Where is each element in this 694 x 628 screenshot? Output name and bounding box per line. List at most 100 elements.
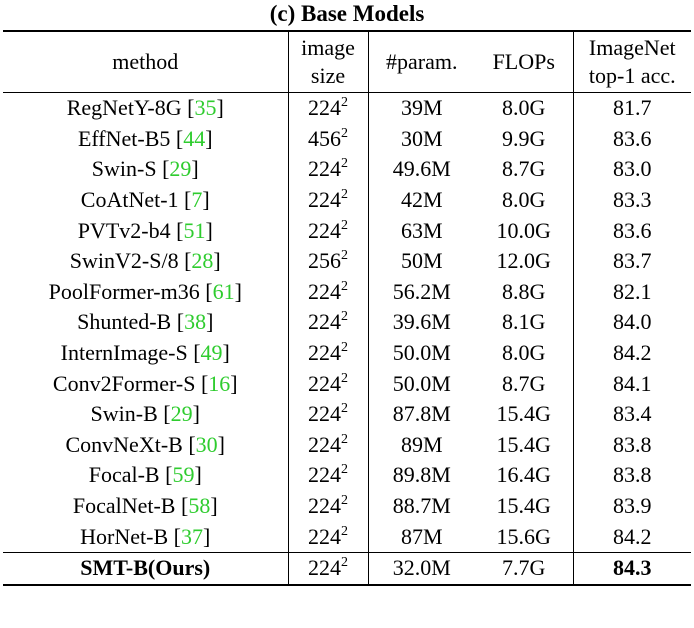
method-cell: Conv2Former-S [16]	[3, 368, 289, 399]
citation-link[interactable]: 44	[183, 125, 206, 151]
method-name: Swin-B	[90, 401, 158, 427]
flops-cell: 7.7G	[475, 552, 574, 585]
method-name: Focal-B	[88, 462, 160, 488]
header-image-size-line1: image	[301, 35, 355, 60]
method-name: EffNet-B5	[77, 125, 171, 151]
params-cell: 49.6M	[392, 156, 451, 182]
method-name: CoAtNet-1	[80, 187, 179, 213]
image-size-exponent: 2	[341, 493, 348, 509]
header-image-size: image size	[288, 31, 369, 93]
method-cell: Swin-S [29]	[3, 154, 289, 185]
params-cell: 89M	[400, 431, 443, 457]
params-cell: 87.8M	[392, 401, 451, 427]
image-size-value: 224	[308, 462, 341, 488]
method-cell: HorNet-B [37]	[3, 521, 289, 553]
image-size-exponent: 2	[341, 217, 348, 233]
image-size-cell: 2242	[288, 276, 369, 308]
citation-link[interactable]: 16	[208, 370, 231, 396]
table-row: SwinV2-S/8 [28] 2562 50M 12.0G 83.7	[3, 245, 691, 277]
accuracy-cell: 83.4	[613, 401, 652, 427]
image-size-value: 224	[308, 431, 341, 457]
image-size-exponent: 2	[341, 401, 348, 417]
flops-cell: 8.7G	[475, 368, 574, 399]
method-cell: Focal-B [59]	[3, 460, 289, 491]
flops-cell: 8.8G	[475, 276, 574, 308]
citation-link[interactable]: 7	[191, 187, 203, 213]
params-cell: 56.2M	[392, 278, 451, 304]
method-name: Swin-S	[91, 156, 157, 182]
header-accuracy-line2: top-1 acc.	[588, 63, 676, 88]
table-row: ConvNeXt-B [30] 2242 89M 15.4G 83.8	[3, 429, 691, 461]
citation-link[interactable]: 29	[169, 156, 192, 182]
citation-link[interactable]: 49	[200, 340, 223, 366]
table-row: PVTv2-b4 [51] 2242 63M 10.0G 83.6	[3, 215, 691, 246]
header-method: method	[3, 31, 289, 93]
image-size-value: 224	[308, 370, 341, 396]
method-name: SwinV2-S/8	[69, 248, 179, 274]
method-name: Shunted-B	[77, 309, 172, 335]
image-size-cell: 2242	[288, 429, 369, 461]
accuracy-cell: 83.3	[613, 187, 652, 213]
citation-link[interactable]: 30	[195, 431, 218, 457]
citation-link[interactable]: 58	[188, 493, 211, 519]
params-cell: 50.0M	[392, 370, 451, 396]
accuracy-cell: 83.6	[613, 125, 652, 151]
image-size-exponent: 2	[341, 555, 348, 571]
method-cell: CoAtNet-1 [7]	[3, 184, 289, 216]
citation-link[interactable]: 38	[184, 309, 207, 335]
header-image-size-line2: size	[310, 63, 346, 88]
image-size-cell: 2242	[288, 460, 369, 491]
header-accuracy-line1: ImageNet	[588, 35, 676, 60]
header-accuracy: ImageNet top-1 acc.	[573, 31, 691, 93]
citation-link[interactable]: 59	[172, 462, 195, 488]
method-cell: SwinV2-S/8 [28]	[3, 245, 289, 277]
flops-cell: 16.4G	[475, 460, 574, 491]
image-size-value: 224	[308, 278, 341, 304]
image-size-value: 224	[308, 217, 341, 243]
image-size-cell: 2242	[288, 521, 369, 553]
citation-link[interactable]: 61	[212, 278, 235, 304]
flops-cell: 8.0G	[475, 92, 574, 124]
method-name: PoolFormer-m36	[48, 278, 200, 304]
citation-link[interactable]: 28	[191, 248, 214, 274]
flops-cell: 15.4G	[475, 398, 574, 430]
image-size-exponent: 2	[341, 156, 348, 172]
citation-link[interactable]: 51	[183, 217, 206, 243]
method-name: InternImage-S	[60, 340, 188, 366]
image-size-value: 224	[308, 309, 341, 335]
accuracy-cell: 84.2	[613, 523, 652, 549]
image-size-value: 256	[308, 248, 341, 274]
image-size-value: 224	[308, 187, 341, 213]
citation-link[interactable]: 37	[180, 523, 203, 549]
image-size-cell: 2242	[288, 307, 369, 338]
table-row: Swin-S [29] 2242 49.6M 8.7G 83.0	[3, 154, 691, 185]
method-name: Conv2Former-S	[52, 370, 196, 396]
accuracy-cell: 84.0	[613, 309, 652, 335]
table-row: Shunted-B [38] 2242 39.6M 8.1G 84.0	[3, 307, 691, 338]
accuracy-cell: 83.8	[613, 462, 652, 488]
params-cell: 39M	[400, 95, 443, 121]
table-row: FocalNet-B [58] 2242 88.7M 15.4G 83.9	[3, 490, 691, 522]
method-cell: InternImage-S [49]	[3, 337, 289, 369]
citation-link[interactable]: 29	[170, 401, 193, 427]
params-cell: 88.7M	[392, 493, 451, 519]
image-size-value: 224	[308, 493, 341, 519]
image-size-cell: 2242	[288, 92, 369, 124]
method-name: ConvNeXt-B	[65, 431, 183, 457]
table-row: EffNet-B5 [44] 4562 30M 9.9G 83.6	[3, 123, 691, 155]
accuracy-cell: 84.1	[613, 370, 652, 396]
accuracy-cell: 84.3	[613, 555, 652, 581]
accuracy-cell: 84.2	[613, 340, 652, 366]
header-params: #param.	[386, 49, 458, 74]
base-models-table: method image size #param. FLOPs ImageNet…	[3, 30, 691, 586]
image-size-value: 224	[308, 401, 341, 427]
params-cell: 42M	[400, 187, 443, 213]
params-cell: 89.8M	[392, 462, 451, 488]
citation-link[interactable]: 35	[194, 95, 217, 121]
image-size-value: 224	[308, 156, 341, 182]
image-size-exponent: 2	[341, 462, 348, 478]
table-row: CoAtNet-1 [7] 2242 42M 8.0G 83.3	[3, 184, 691, 216]
image-size-value: 456	[308, 125, 341, 151]
accuracy-cell: 83.8	[613, 431, 652, 457]
